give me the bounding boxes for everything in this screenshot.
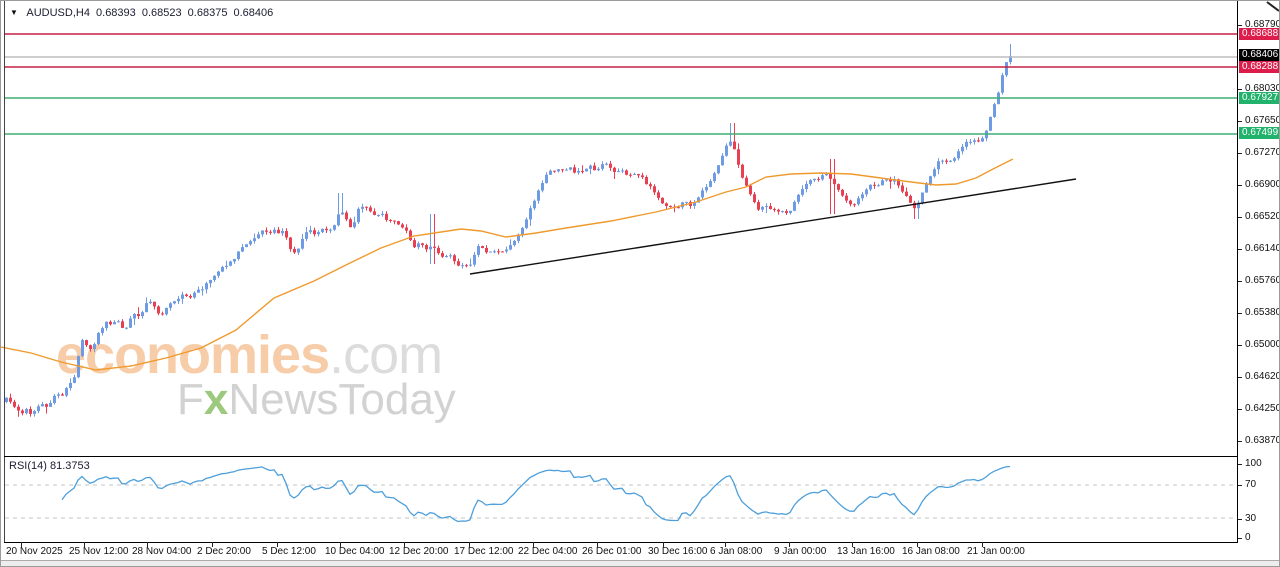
time-tick-mark	[277, 542, 278, 547]
axis-tick-mark	[1238, 441, 1242, 442]
time-tick-label: 16 Jan 08:00	[902, 546, 960, 557]
time-tick-label: 9 Jan 00:00	[774, 546, 827, 557]
time-tick-label: 6 Jan 08:00	[710, 546, 763, 557]
time-tick-mark	[789, 542, 790, 547]
axis-tick-mark	[1238, 409, 1242, 410]
time-tick-mark	[84, 542, 85, 547]
time-tick-label: 12 Dec 20:00	[389, 546, 449, 557]
axis-tick-mark	[1238, 281, 1242, 282]
price-tick-label: 0.64250	[1245, 403, 1280, 414]
time-tick-label: 5 Dec 12:00	[262, 546, 316, 557]
time-tick-mark	[917, 542, 918, 547]
price-tick-label: 0.65760	[1245, 275, 1280, 286]
axis-tick-mark	[1238, 249, 1242, 250]
axis-tick-mark	[1238, 377, 1242, 378]
axis-tick-mark	[1238, 345, 1242, 346]
time-tick-mark	[663, 542, 664, 547]
price-tick-label: 0.63870	[1245, 435, 1280, 446]
watermark-brand: economies	[56, 325, 330, 385]
time-tick-mark	[533, 542, 534, 547]
watermark-x-icon: x	[203, 375, 229, 424]
time-tick-label: 17 Dec 12:00	[454, 546, 514, 557]
axis-tick-mark	[1238, 25, 1242, 26]
price-tick-label: 0.67270	[1245, 147, 1280, 158]
price-level-badge: 0.67499	[1239, 127, 1279, 139]
price-tick-label: 30	[1245, 513, 1257, 524]
corner-anchor-icon	[1266, 1, 1279, 12]
price-tick-label: 0.65000	[1245, 339, 1280, 350]
window-bottom-edge	[1, 560, 1279, 566]
price-tick-label: 0.66900	[1245, 179, 1280, 190]
symbol-dropdown-icon[interactable]: ▼	[10, 8, 18, 17]
price-level-badge: 0.67927	[1239, 92, 1279, 104]
axis-tick-mark	[1238, 538, 1242, 539]
time-tick-label: 13 Jan 16:00	[837, 546, 895, 557]
time-tick-mark	[725, 542, 726, 547]
symbol-info: ▼ AUDUSD,H4 0.68393 0.68523 0.68375 0.68…	[10, 7, 276, 19]
time-tick-mark	[147, 542, 148, 547]
time-tick-label: 2 Dec 20:00	[197, 546, 251, 557]
rsi-indicator-label: RSI(14) 81.3753	[9, 460, 90, 472]
axis-tick-mark	[1238, 313, 1242, 314]
price-tick-label: 0.67650	[1245, 115, 1280, 126]
watermark-f: F	[177, 375, 204, 424]
axis-tick-mark	[1238, 485, 1242, 486]
watermark-domain: .com	[329, 325, 443, 385]
time-tick-label: 21 Jan 00:00	[967, 546, 1025, 557]
time-tick-mark	[982, 542, 983, 547]
price-tick-label: 0.68030	[1245, 83, 1280, 94]
symbol-name: AUDUSD,H4	[26, 7, 90, 19]
price-axis[interactable]: 0.68790 0.68030 0.67650 0.67270 0.66900 0.665…	[1238, 1, 1280, 543]
time-tick-mark	[852, 542, 853, 547]
ohlc-high: 0.68523	[141, 7, 182, 19]
time-tick-label: 20 Nov 2025	[6, 546, 63, 557]
price-tick-label: 100	[1245, 458, 1262, 469]
axis-tick-mark	[1238, 121, 1242, 122]
price-level-badge: 0.68288	[1239, 61, 1279, 73]
time-tick-mark	[340, 542, 341, 547]
time-tick-mark	[597, 542, 598, 547]
axis-tick-mark	[1238, 89, 1242, 90]
axis-tick-mark	[1238, 153, 1242, 154]
watermark-rest: NewsToday	[228, 375, 456, 424]
price-tick-label: 0.66140	[1245, 243, 1280, 254]
time-tick-label: 26 Dec 01:00	[582, 546, 642, 557]
price-tick-label: 0	[1245, 532, 1251, 543]
watermark-economies: economies.com	[56, 325, 443, 385]
ohlc-open: 0.68393	[96, 7, 136, 19]
time-tick-label: 30 Dec 16:00	[648, 546, 708, 557]
time-axis[interactable]: 20 Nov 2025 25 Nov 12:00 28 Nov 04:00 2 Dec…	[1, 542, 1238, 559]
axis-tick-mark	[1238, 217, 1242, 218]
time-tick-label: 10 Dec 04:00	[325, 546, 385, 557]
time-tick-label: 28 Nov 04:00	[132, 546, 192, 557]
watermark-fxnewstoday: FxNewsToday	[177, 378, 456, 422]
time-tick-label: 25 Nov 12:00	[69, 546, 129, 557]
time-tick-mark	[469, 542, 470, 547]
price-tick-label: 0.66520	[1245, 211, 1280, 222]
axis-tick-mark	[1238, 185, 1242, 186]
time-tick-mark	[404, 542, 405, 547]
price-tick-label: 70	[1245, 479, 1257, 490]
axis-tick-mark	[1238, 519, 1242, 520]
time-tick-mark	[212, 542, 213, 547]
time-tick-mark	[21, 542, 22, 547]
price-level-badge: 0.68688	[1239, 28, 1279, 40]
chart-canvas[interactable]	[1, 1, 1238, 549]
time-tick-label: 22 Dec 04:00	[518, 546, 578, 557]
price-level-badge: 0.68406	[1239, 49, 1279, 61]
axis-tick-mark	[1238, 464, 1242, 465]
price-tick-label: 0.68790	[1245, 19, 1280, 30]
price-tick-label: 0.65380	[1245, 307, 1280, 318]
ohlc-low: 0.68375	[187, 7, 228, 19]
ohlc-close: 0.68406	[233, 7, 274, 19]
price-tick-label: 0.64620	[1245, 371, 1280, 382]
